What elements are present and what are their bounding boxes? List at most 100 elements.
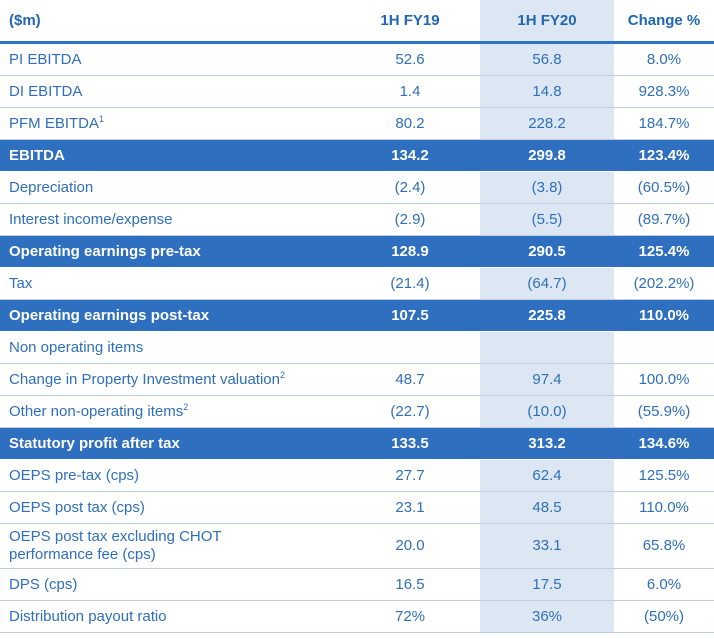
row-label-text: Other non-operating items [9, 403, 184, 420]
row-label: Other non-operating items2 [0, 395, 340, 428]
value-1h-fy20: (64.7) [480, 267, 614, 300]
header-change-pct: Change % [614, 0, 714, 44]
value-change-pct: (202.2%) [614, 267, 714, 300]
table-row: Non operating items [0, 331, 714, 364]
row-label-text: Tax [9, 275, 33, 292]
value-change-pct: (89.7%) [614, 203, 714, 236]
value-1h-fy20: 313.2 [480, 427, 614, 460]
footnote-marker: 2 [280, 370, 286, 380]
row-label-text: PI EBITDA [9, 51, 82, 68]
value-1h-fy20: (5.5) [480, 203, 614, 236]
row-label-text: Distribution payout ratio [9, 608, 167, 625]
value-1h-fy19 [340, 331, 480, 364]
row-label-text: OEPS post tax (cps) [9, 499, 145, 516]
value-1h-fy20: 290.5 [480, 235, 614, 268]
value-change-pct: 8.0% [614, 42, 714, 76]
value-change-pct: 65.8% [614, 523, 714, 569]
row-label: Change in Property Investment valuation2 [0, 363, 340, 396]
value-1h-fy20: (10.0) [480, 395, 614, 428]
value-change-pct: (55.9%) [614, 395, 714, 428]
value-1h-fy20: 56.8 [480, 42, 614, 76]
value-change-pct: 123.4% [614, 139, 714, 172]
value-1h-fy19: 72% [340, 600, 480, 633]
value-1h-fy20: 228.2 [480, 107, 614, 140]
table-row: Operating earnings pre-tax 128.9 290.5 125.… [0, 235, 714, 268]
row-label: Statutory profit after tax [0, 427, 340, 460]
value-1h-fy20: 36% [480, 600, 614, 633]
row-label-text: Statutory profit after tax [9, 435, 180, 452]
value-1h-fy19: 52.6 [340, 42, 480, 76]
row-label-text: Depreciation [9, 179, 94, 196]
row-label-text-line2: performance fee (cps) [9, 546, 156, 563]
row-label-text: Interest income/expense [9, 211, 173, 228]
table-row: OEPS post tax (cps) 23.1 48.5 110.0% [0, 491, 714, 524]
table-row: Change in Property Investment valuation2… [0, 363, 714, 396]
value-change-pct: 100.0% [614, 363, 714, 396]
value-1h-fy20: 225.8 [480, 299, 614, 332]
header-row: ($m) 1H FY19 1H FY20 Change % [0, 0, 714, 44]
table-row: Tax (21.4) (64.7) (202.2%) [0, 267, 714, 300]
table-row: DPS (cps) 16.5 17.5 6.0% [0, 568, 714, 601]
value-1h-fy19: 1.4 [340, 75, 480, 108]
value-1h-fy19: (22.7) [340, 395, 480, 428]
footnote-marker: 1 [99, 114, 105, 124]
row-label-text: OEPS post tax excluding CHOT [9, 528, 222, 545]
row-label: Operating earnings pre-tax [0, 235, 340, 268]
table-row: PI EBITDA 52.6 56.8 8.0% [0, 42, 714, 76]
value-change-pct: 928.3% [614, 75, 714, 108]
value-1h-fy19: 133.5 [340, 427, 480, 460]
table-row: PFM EBITDA1 80.2 228.2 184.7% [0, 107, 714, 140]
value-1h-fy20: 17.5 [480, 568, 614, 601]
table-row: EBITDA 134.2 299.8 123.4% [0, 139, 714, 172]
value-change-pct: 184.7% [614, 107, 714, 140]
row-label: Non operating items [0, 331, 340, 364]
value-1h-fy19: (21.4) [340, 267, 480, 300]
table-row: Other non-operating items2 (22.7) (10.0) (5… [0, 395, 714, 428]
value-1h-fy20: 62.4 [480, 459, 614, 492]
row-label: Distribution payout ratio [0, 600, 340, 633]
value-1h-fy20 [480, 331, 614, 364]
row-label-text: EBITDA [9, 147, 65, 164]
value-1h-fy19: 48.7 [340, 363, 480, 396]
value-change-pct: 6.0% [614, 568, 714, 601]
value-change-pct: 110.0% [614, 299, 714, 332]
footnote-marker: 2 [183, 402, 189, 412]
row-label: Operating earnings post-tax [0, 299, 340, 332]
row-label-text: DPS (cps) [9, 576, 78, 593]
row-label: Depreciation [0, 171, 340, 204]
row-label-text: Operating earnings post-tax [9, 307, 210, 324]
value-1h-fy19: 16.5 [340, 568, 480, 601]
value-change-pct: (50%) [614, 600, 714, 633]
row-label-text: DI EBITDA [9, 83, 83, 100]
value-change-pct: 125.5% [614, 459, 714, 492]
row-label: DI EBITDA [0, 75, 340, 108]
value-1h-fy19: 128.9 [340, 235, 480, 268]
row-label-text: PFM EBITDA [9, 115, 100, 132]
value-change-pct: 134.6% [614, 427, 714, 460]
value-1h-fy20: 97.4 [480, 363, 614, 396]
row-label-text: Change in Property Investment valuation [9, 371, 280, 388]
value-1h-fy19: 134.2 [340, 139, 480, 172]
table-row: Distribution payout ratio 72% 36% (50%) [0, 600, 714, 633]
value-1h-fy19: 20.0 [340, 523, 480, 569]
row-label-text: Non operating items [9, 339, 144, 356]
header-1h-fy20: 1H FY20 [480, 0, 614, 44]
value-change-pct: 125.4% [614, 235, 714, 268]
value-change-pct: 110.0% [614, 491, 714, 524]
table-row: OEPS pre-tax (cps) 27.7 62.4 125.5% [0, 459, 714, 492]
table-row: Interest income/expense (2.9) (5.5) (89.7%) [0, 203, 714, 236]
value-1h-fy19: 80.2 [340, 107, 480, 140]
table-row: OEPS post tax excluding CHOT performance … [0, 523, 714, 569]
value-1h-fy19: (2.4) [340, 171, 480, 204]
row-label: PI EBITDA [0, 42, 340, 76]
row-label-text: Operating earnings pre-tax [9, 243, 201, 260]
header-1h-fy19: 1H FY19 [340, 0, 480, 44]
table-row: Depreciation (2.4) (3.8) (60.5%) [0, 171, 714, 204]
value-change-pct: (60.5%) [614, 171, 714, 204]
row-label: OEPS post tax (cps) [0, 491, 340, 524]
value-1h-fy19: 107.5 [340, 299, 480, 332]
value-1h-fy20: 48.5 [480, 491, 614, 524]
row-label: Tax [0, 267, 340, 300]
value-1h-fy19: 23.1 [340, 491, 480, 524]
